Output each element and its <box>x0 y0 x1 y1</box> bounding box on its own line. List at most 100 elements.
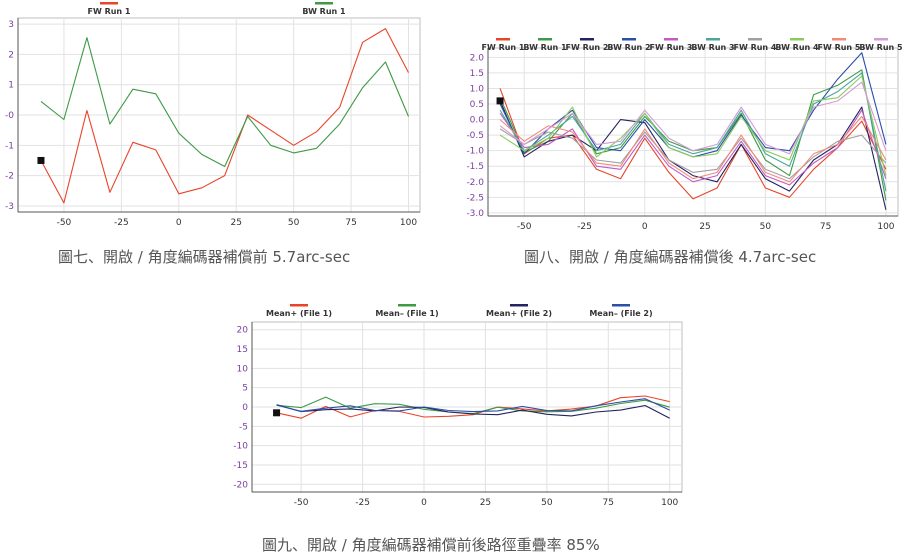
y-tick-label: 1 <box>8 81 14 91</box>
y-tick-label: -3.0 <box>466 209 484 219</box>
y-tick-label: -20 <box>233 480 248 490</box>
chart-c2: -50 -25 0 25 50 75 100 2.0 1.5 1.0 0.5 0.0 -0.5 -1.0 -… <box>466 38 903 232</box>
legend-swatch-1 <box>100 2 118 5</box>
series-line-10 <box>499 81 887 155</box>
legend-swatch-4 <box>622 38 636 41</box>
legend-label-1: FW Run 1 <box>88 7 131 16</box>
legend-label-4: Mean– (File 2) <box>589 309 652 318</box>
x-tick-label: 25 <box>480 498 491 508</box>
x-tick-label: 25 <box>699 222 710 232</box>
y-tick-label: -3 <box>5 202 14 212</box>
legend-swatch-8 <box>790 38 804 41</box>
y-tick-label: -2.0 <box>466 178 484 188</box>
legend-swatch-7 <box>748 38 762 41</box>
y-tick-label: 1.5 <box>470 69 484 79</box>
y-tick-label: -2 <box>5 172 14 182</box>
x-tick-label: -50 <box>294 498 309 508</box>
y-tick-label: 10 <box>237 364 249 374</box>
legend-swatch-3 <box>510 304 528 307</box>
legend-label-1: FW Run 1 <box>482 43 525 52</box>
legend-swatch-5 <box>664 38 678 41</box>
series-line-1 <box>276 395 670 419</box>
x-tick-label: 0 <box>642 222 648 232</box>
x-tick-label: 50 <box>288 218 300 228</box>
legend-swatch-6 <box>706 38 720 41</box>
y-tick-label: 1.0 <box>470 84 485 94</box>
legend-swatch-1 <box>496 38 510 41</box>
y-tick-label: 2 <box>8 50 14 60</box>
legend-swatch-3 <box>580 38 594 41</box>
x-tick-label: 75 <box>345 218 356 228</box>
series-line-3 <box>499 100 887 210</box>
y-tick-label: 0.0 <box>470 116 485 126</box>
x-tick-label: 50 <box>760 222 772 232</box>
x-tick-label: 0 <box>421 498 427 508</box>
series-line-8 <box>499 75 887 176</box>
y-tick-label: -0.5 <box>466 131 484 141</box>
legend-label-2: BW Run 1 <box>523 43 567 52</box>
y-tick-label: 20 <box>237 326 249 336</box>
y-tick-label: -10 <box>233 442 248 452</box>
legend-label-3: Mean+ (File 2) <box>486 309 552 318</box>
legend-label-4: BW Run 2 <box>607 43 650 52</box>
legend-label-7: FW Run 4 <box>734 43 777 52</box>
series-line-9 <box>499 115 887 183</box>
y-tick-label: -5 <box>239 422 248 432</box>
series-line-3 <box>276 404 670 419</box>
legend-label-6: BW Run 3 <box>691 43 734 52</box>
y-tick-label: 0 <box>242 403 248 413</box>
y-tick-label: 15 <box>237 345 248 355</box>
x-tick-label: 100 <box>661 498 678 508</box>
start-marker <box>37 156 45 164</box>
caption-c1: 圖七、開啟 / 角度編碼器補償前 5.7arc-sec <box>58 248 351 266</box>
chart-c1: -50 -25 0 25 50 75 100 3 2 1 -0 -1 -2 -3 FW Run 1 BW Ru… <box>5 2 421 228</box>
x-tick-label: 75 <box>603 498 614 508</box>
x-tick-label: -25 <box>577 222 592 232</box>
x-tick-label: 50 <box>541 498 553 508</box>
legend-swatch-4 <box>612 304 630 307</box>
y-tick-label: 5 <box>242 384 248 394</box>
start-marker <box>496 97 504 105</box>
legend-label-8: BW Run 4 <box>775 43 819 52</box>
y-tick-label: 0.5 <box>470 100 484 110</box>
x-tick-label: 100 <box>400 218 417 228</box>
y-tick-label: -1.5 <box>466 162 484 172</box>
series-line-2 <box>40 37 410 168</box>
series-line-5 <box>499 109 887 186</box>
x-tick-label: 25 <box>231 218 242 228</box>
x-tick-label: -50 <box>57 218 72 228</box>
caption-c2: 圖八、開啟 / 角度編碼器補償後 4.7arc-sec <box>524 248 817 266</box>
y-tick-label: -0 <box>5 111 14 121</box>
legend-label-10: BW Run 5 <box>859 43 903 52</box>
x-tick-label: 0 <box>176 218 182 228</box>
x-tick-label: -25 <box>114 218 129 228</box>
y-tick-label: -1 <box>5 141 14 151</box>
x-tick-label: 100 <box>877 222 894 232</box>
y-tick-label: -2.5 <box>466 193 484 203</box>
x-tick-label: -50 <box>517 222 532 232</box>
y-tick-label: -15 <box>233 461 248 471</box>
legend-swatch-10 <box>874 38 888 41</box>
legend-swatch-1 <box>290 304 308 307</box>
y-tick-label: 2.0 <box>470 53 485 63</box>
series-line-4 <box>276 398 670 413</box>
legend-swatch-2 <box>398 304 416 307</box>
chart-c3: -50 -25 0 25 50 75 10020151050-5-10-15-20Mean+… <box>233 304 683 508</box>
legend-label-5: FW Run 3 <box>650 43 693 52</box>
legend-label-2: BW Run 1 <box>302 7 346 16</box>
series-line-7 <box>499 128 887 180</box>
y-tick-label: 3 <box>8 20 14 30</box>
series-line-1 <box>40 28 409 204</box>
legend-label-1: Mean+ (File 1) <box>266 309 332 318</box>
legend-label-3: FW Run 2 <box>566 43 609 52</box>
legend-swatch-2 <box>315 2 333 5</box>
start-marker <box>273 409 281 417</box>
y-tick-label: -1.0 <box>466 147 484 157</box>
x-tick-label: 75 <box>820 222 831 232</box>
legend-label-9: FW Run 5 <box>818 43 861 52</box>
caption-c3: 圖九、開啟 / 角度編碼器補償前後路徑重疊率 85% <box>262 536 600 554</box>
legend-swatch-9 <box>832 38 846 41</box>
legend-label-2: Mean– (File 1) <box>375 309 438 318</box>
legend-swatch-2 <box>538 38 552 41</box>
x-tick-label: -25 <box>355 498 370 508</box>
